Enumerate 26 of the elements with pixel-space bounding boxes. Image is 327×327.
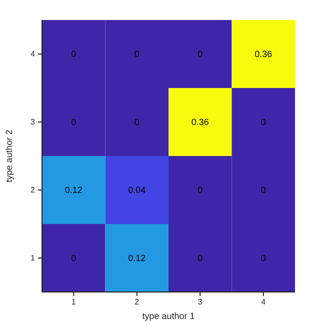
data-label: 0.12 [64, 185, 82, 196]
data-label: 0 [198, 185, 203, 196]
data-label: 0 [71, 49, 76, 60]
data-label: 0.12 [128, 253, 146, 264]
data-label: 0 [198, 49, 203, 60]
y-tick-label: 1 [30, 254, 36, 263]
x-tick-label: 4 [261, 298, 266, 307]
x-tick-label: 2 [134, 298, 140, 307]
data-label: 0 [260, 117, 266, 128]
data-label: 0.04 [128, 185, 146, 196]
x-axis-title: type author 1 [142, 311, 195, 321]
data-label: 0 [260, 253, 266, 264]
data-label: 0.36 [254, 49, 272, 60]
data-label: 0 [198, 253, 203, 264]
data-label: 0.36 [191, 117, 209, 128]
data-label: 0 [134, 49, 140, 60]
y-tick-label: 4 [30, 50, 36, 59]
data-label: 0 [71, 253, 76, 264]
x-tick-label: 3 [198, 298, 203, 307]
y-axis-title: type author 2 [4, 130, 14, 182]
data-label: 0 [71, 117, 76, 128]
y-tick-label: 3 [30, 118, 36, 127]
y-tick-label: 2 [30, 186, 36, 195]
data-label: 0 [134, 117, 140, 128]
data-label: 0 [260, 185, 266, 196]
x-tick-label: 1 [71, 298, 76, 307]
